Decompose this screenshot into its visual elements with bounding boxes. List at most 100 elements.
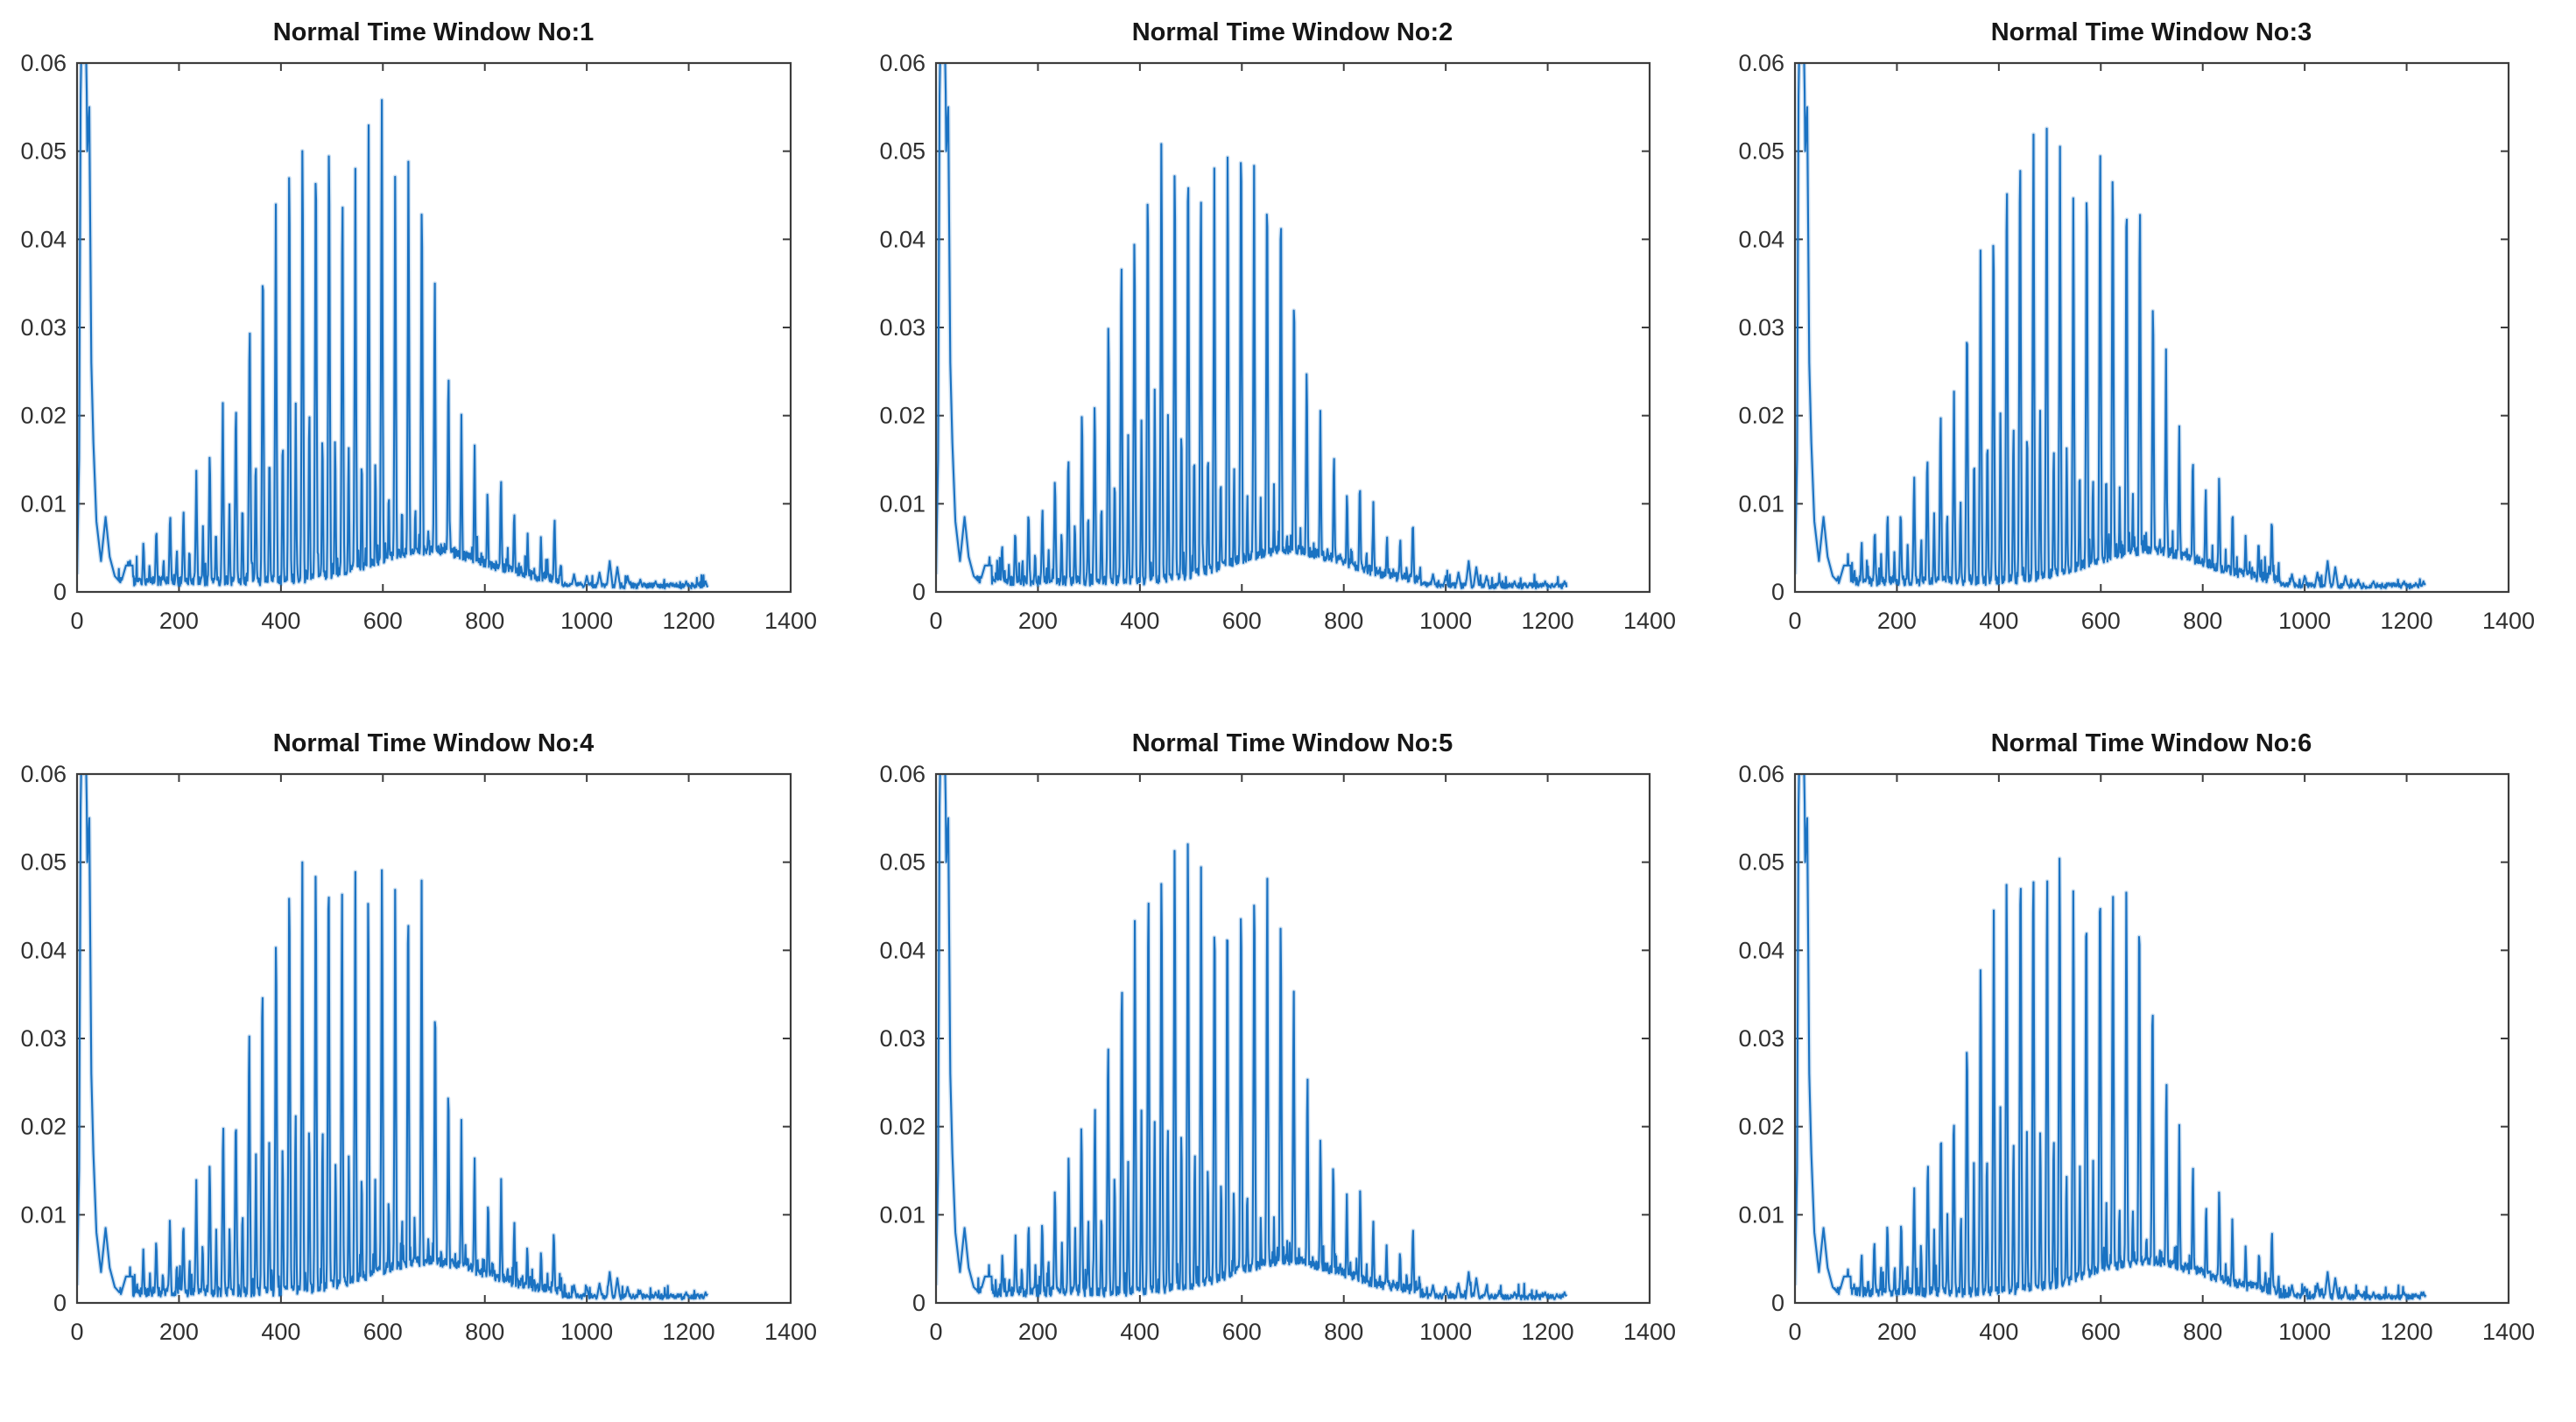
subplot-title: Normal Time Window No:2 — [1132, 18, 1453, 46]
x-tick-label: 200 — [1018, 608, 1058, 634]
plot-area: 0 200 400 600 800 1000 1200 1400 0 0.01 0.02 0.03 0.… — [879, 761, 1676, 1345]
x-tick-label: 1400 — [2482, 608, 2535, 634]
y-tick-label: 0.05 — [1738, 138, 1784, 165]
axes-box — [1793, 61, 2510, 594]
axes-window-2: Normal Time Window No:2 0 200 400 600 800 100… — [879, 18, 1676, 634]
x-tick-label: 1400 — [1623, 1319, 1676, 1345]
y-tick-label: 0 — [1771, 579, 1784, 605]
x-tick-label: 0 — [1788, 608, 1801, 634]
y-tick-label: 0.04 — [20, 937, 67, 963]
plot-area: 0 200 400 600 800 1000 1200 1400 0 0.01 0.02 0.03 0.… — [879, 50, 1676, 634]
y-tick-label: 0.02 — [20, 403, 67, 429]
x-tick-label: 600 — [2081, 608, 2121, 634]
y-tick-label: 0.03 — [879, 1025, 926, 1052]
axes-box — [75, 772, 792, 1305]
y-tick-label: 0.04 — [1738, 226, 1784, 252]
y-tick-label: 0.03 — [879, 314, 926, 341]
x-tick-label: 1000 — [560, 1319, 613, 1345]
x-tick-label: 1000 — [2278, 1319, 2331, 1345]
y-tick-label: 0.01 — [1738, 1201, 1784, 1228]
x-tick-label: 400 — [1979, 608, 2018, 634]
y-tick-label: 0.01 — [20, 1201, 67, 1228]
subplot-window-5: Normal Time Window No:5 0 200 400 600 800 100… — [859, 711, 1717, 1422]
x-tick-label: 800 — [2183, 1319, 2222, 1345]
x-tick-label: 600 — [1222, 1319, 1262, 1345]
y-tick-label: 0.06 — [879, 50, 926, 76]
y-tick-label: 0.01 — [879, 490, 926, 517]
x-tick-label: 0 — [929, 1319, 942, 1345]
y-tick-label: 0.05 — [20, 849, 67, 876]
y-tick-label: 0 — [912, 579, 926, 605]
y-tick-label: 0 — [53, 579, 67, 605]
axes-window-3: Normal Time Window No:3 0 200 400 600 800 100… — [1738, 18, 2535, 634]
subplot-window-4: Normal Time Window No:4 0 200 400 600 800 100… — [0, 711, 858, 1422]
x-tick-label: 400 — [261, 1319, 300, 1345]
subplot-window-1: Normal Time Window No:1 0 200 400 600 800 100… — [0, 0, 858, 711]
x-tick-label: 1000 — [1419, 1319, 1472, 1345]
x-tick-label: 0 — [1788, 1319, 1801, 1345]
y-tick-label: 0.06 — [20, 50, 67, 76]
subplot-title: Normal Time Window No:5 — [1132, 729, 1453, 757]
y-tick-label: 0.03 — [20, 314, 67, 341]
plot-area: 0 200 400 600 800 1000 1200 1400 0 0.01 0.02 0.03 0.… — [1738, 761, 2535, 1345]
x-tick-label: 400 — [1979, 1319, 2018, 1345]
x-tick-label: 800 — [1324, 608, 1363, 634]
y-tick-label: 0.06 — [1738, 761, 1784, 787]
y-tick-label: 0.04 — [879, 226, 926, 252]
y-tick-label: 0.04 — [20, 226, 67, 252]
x-tick-label: 1400 — [2482, 1319, 2535, 1345]
x-tick-label: 400 — [1120, 608, 1159, 634]
x-tick-label: 200 — [1018, 1319, 1058, 1345]
subplot-title: Normal Time Window No:4 — [273, 729, 595, 757]
y-tick-label: 0.05 — [20, 138, 67, 165]
x-tick-label: 600 — [363, 1319, 403, 1345]
y-tick-label: 0.03 — [1738, 1025, 1784, 1052]
subplot-title: Normal Time Window No:3 — [1991, 18, 2312, 46]
x-tick-label: 0 — [929, 608, 942, 634]
x-tick-label: 200 — [159, 1319, 199, 1345]
y-tick-label: 0.04 — [879, 937, 926, 963]
x-tick-label: 0 — [70, 608, 83, 634]
x-tick-label: 600 — [1222, 608, 1262, 634]
axes-box — [1793, 772, 2510, 1305]
x-tick-label: 1000 — [2278, 608, 2331, 634]
axes-box — [934, 61, 1651, 594]
axes-box — [75, 61, 792, 594]
x-tick-label: 1400 — [764, 1319, 817, 1345]
axes-box — [934, 772, 1651, 1305]
y-tick-label: 0.03 — [20, 1025, 67, 1052]
y-tick-label: 0.02 — [20, 1114, 67, 1140]
x-tick-label: 1200 — [2381, 1319, 2433, 1345]
signal-trace — [936, 62, 1569, 591]
subplot-title: Normal Time Window No:6 — [1991, 729, 2312, 757]
x-tick-label: 1200 — [663, 608, 715, 634]
x-tick-label: 800 — [2183, 608, 2222, 634]
subplot-window-6: Normal Time Window No:6 0 200 400 600 800 100… — [1718, 711, 2576, 1422]
y-tick-label: 0 — [912, 1290, 926, 1316]
axes-window-6: Normal Time Window No:6 0 200 400 600 800 100… — [1738, 729, 2535, 1345]
signal-trace — [77, 62, 710, 591]
y-tick-label: 0.06 — [879, 761, 926, 787]
y-tick-label: 0.02 — [1738, 1114, 1784, 1140]
signal-trace — [77, 773, 710, 1302]
x-tick-label: 0 — [70, 1319, 83, 1345]
subplot-window-3: Normal Time Window No:3 0 200 400 600 800 100… — [1718, 0, 2576, 711]
axes-window-5: Normal Time Window No:5 0 200 400 600 800 100… — [879, 729, 1676, 1345]
x-tick-label: 1200 — [1522, 608, 1574, 634]
y-tick-label: 0.05 — [879, 849, 926, 876]
y-tick-label: 0 — [1771, 1290, 1784, 1316]
y-tick-label: 0.04 — [1738, 937, 1784, 963]
signal-trace — [1795, 62, 2428, 591]
y-tick-label: 0.05 — [879, 138, 926, 165]
x-tick-label: 200 — [1877, 1319, 1917, 1345]
y-tick-label: 0.03 — [1738, 314, 1784, 341]
y-tick-label: 0.01 — [20, 490, 67, 517]
plot-area: 0 200 400 600 800 1000 1200 1400 0 0.01 0.02 0.03 0.… — [1738, 50, 2535, 634]
x-tick-label: 800 — [1324, 1319, 1363, 1345]
axes-window-1: Normal Time Window No:1 0 200 400 600 800 100… — [20, 18, 817, 634]
x-tick-label: 1000 — [1419, 608, 1472, 634]
subplot-title: Normal Time Window No:1 — [273, 18, 595, 46]
x-tick-label: 400 — [261, 608, 300, 634]
subplot-window-2: Normal Time Window No:2 0 200 400 600 800 100… — [859, 0, 1717, 711]
